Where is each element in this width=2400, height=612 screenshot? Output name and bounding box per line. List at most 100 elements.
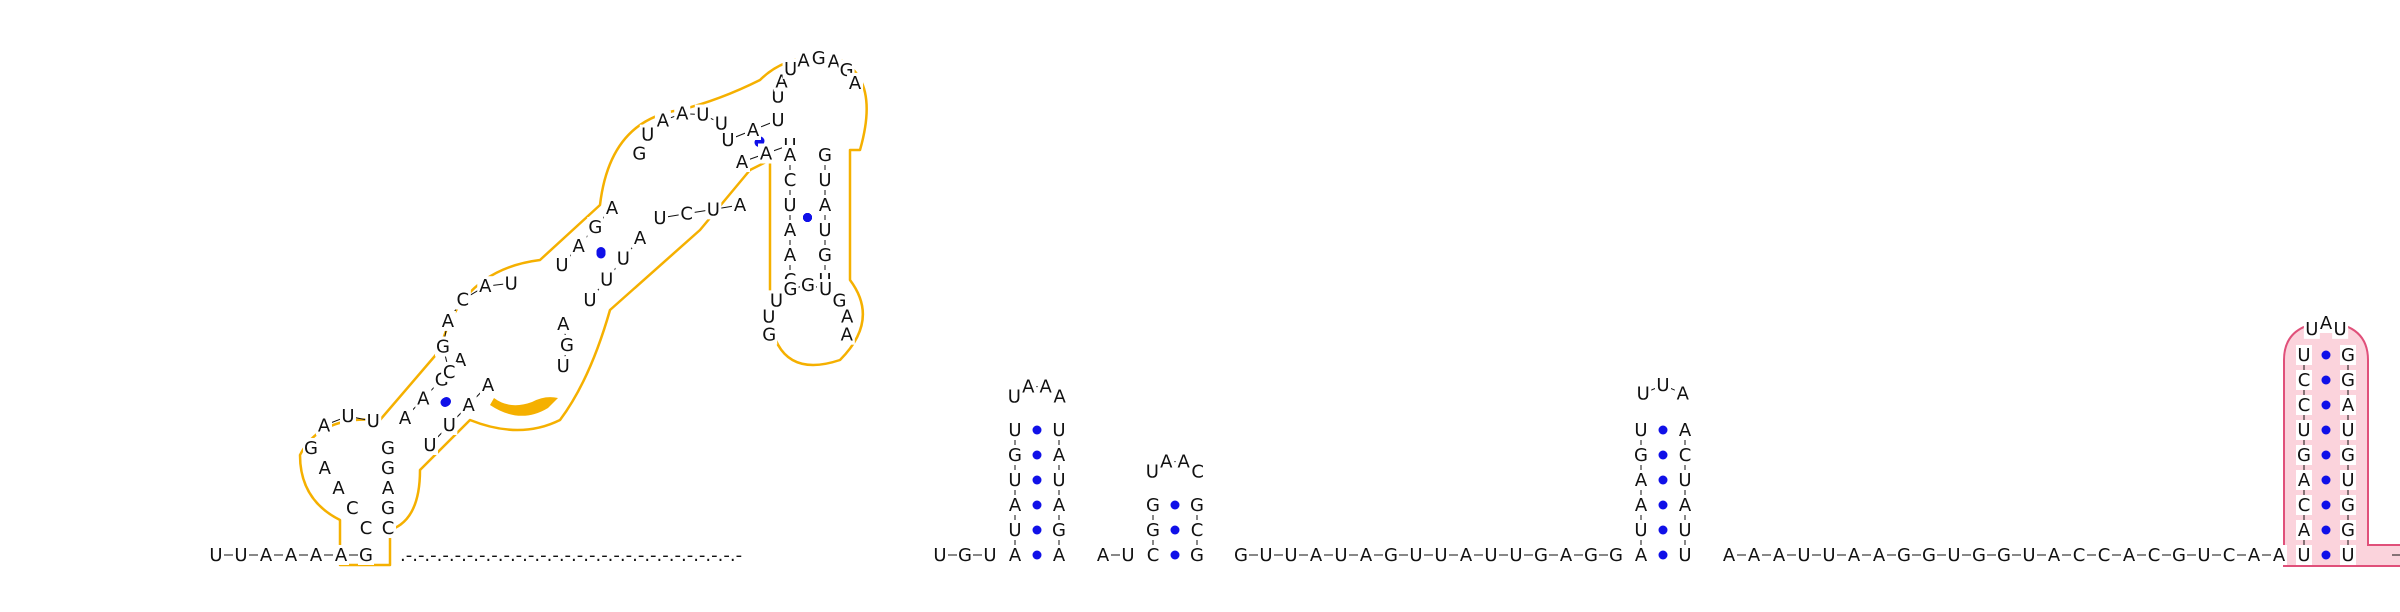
nucleotide-bg xyxy=(2121,545,2137,565)
hairpin-loop-nt-4: G xyxy=(812,48,826,69)
nucleotide-bg xyxy=(678,203,695,224)
hairpin-c-stem-left-nt-4: G xyxy=(1634,445,1648,466)
linker-nt-10: U xyxy=(1484,545,1497,566)
right-linker-nt-11: G xyxy=(1997,545,2011,566)
hairpin-b-stem-left-nt-1: G xyxy=(1146,520,1160,541)
stem2-3-nt-0: U xyxy=(423,435,436,456)
hairpin-a-stem-right-nt-5: A xyxy=(1053,545,1066,566)
pink-hairpin-stem-right-nt-2: A xyxy=(2342,395,2355,416)
pink-hairpin-stem-right-nt-0: G xyxy=(2341,345,2355,366)
nucleotide-bg xyxy=(817,279,834,300)
base-pair-dot xyxy=(803,213,812,222)
right-linker-nt-9: U xyxy=(1947,545,1960,566)
stem5-5-nt-3: A xyxy=(784,220,797,241)
hairpin-b-loop-nt-0: U xyxy=(1146,462,1159,483)
nucleotide-bg xyxy=(1655,375,1671,396)
nucleotide-bg xyxy=(2296,445,2312,465)
pink-hairpin-stem-left-nt-4: G xyxy=(2297,445,2311,466)
nucleotide-bg xyxy=(1145,520,1161,540)
linker-nt-14: G xyxy=(1584,545,1598,566)
nucleotide-bg xyxy=(559,335,575,355)
base-pair-dot xyxy=(1658,500,1668,510)
hairpin-loop-nt-5: A xyxy=(828,51,841,72)
nucleotide-bg xyxy=(1095,545,1111,565)
right-linker-nt-6: A xyxy=(1873,545,1886,566)
nucleotide-bg xyxy=(1608,545,1624,565)
stem1-3-nt-2: A xyxy=(382,478,395,499)
internal-5-nt-5: U xyxy=(505,273,518,294)
nucleotide-bg xyxy=(694,104,711,125)
pink-hairpin-stem-right-nt-1: G xyxy=(2341,370,2355,391)
right-linker-nt-0: A xyxy=(1723,545,1736,566)
internal-5-nt-1: G xyxy=(436,337,450,358)
hairpin-a-stem-left-nt-0: A xyxy=(1009,545,1022,566)
linker-nt-6: G xyxy=(1384,545,1398,566)
nucleotide-bg xyxy=(1846,545,1862,565)
pink-hairpin-stem-right-nt-7: G xyxy=(2341,520,2355,541)
nucleotide-bg xyxy=(333,545,349,565)
stem3-5-nt-3: A xyxy=(606,198,619,219)
right-linker-nt-12: U xyxy=(2022,545,2035,566)
stem3-3-nt-3: A xyxy=(634,228,647,249)
pink-hairpin-stem-left-nt-2: C xyxy=(2298,495,2311,516)
terminal-loop-nt-6: G xyxy=(833,290,847,311)
nucleotide-bg xyxy=(2296,470,2312,490)
base-pair-dot xyxy=(1658,450,1668,460)
left-tail-nt-1: U xyxy=(234,545,247,566)
hairpin-a-stem-right-nt-2: U xyxy=(1052,470,1065,491)
nucleotide-bg xyxy=(233,545,249,565)
stem2-3-nt-3: A xyxy=(482,375,495,396)
hairpin-a-stem-right-nt-1: A xyxy=(1053,445,1066,466)
right-linker-nt-13: A xyxy=(2048,545,2061,566)
nucleotide-bg xyxy=(1583,545,1599,565)
triloop-3-nt-1: C xyxy=(680,204,693,225)
left-tail-nt-2: A xyxy=(260,545,273,566)
hairpin-b-loop-nt-1: A xyxy=(1160,452,1173,473)
nucleotide-bg xyxy=(330,478,347,498)
nucleotide-bg xyxy=(283,545,299,565)
nucleotide-bg xyxy=(838,324,855,345)
left-tail-nt-5: A xyxy=(335,545,348,566)
pink-hairpin-stem-left-nt-6: C xyxy=(2298,395,2311,416)
stem4-5-nt-0: U xyxy=(721,130,734,151)
nucleotide-bg xyxy=(810,48,827,69)
nucleotide-bg xyxy=(1796,545,1812,565)
triloop-3-nt-2: U xyxy=(707,199,720,220)
nucleotide-bg xyxy=(982,545,998,565)
nucleotide-bg xyxy=(422,435,438,455)
base-pair-dot xyxy=(2321,350,2331,360)
nucleotide-bg xyxy=(1458,545,1474,565)
base-pair-dot xyxy=(596,249,606,259)
nucleotide-bg xyxy=(732,195,748,215)
nucleotide-bg xyxy=(1145,495,1161,515)
nucleotide-bg xyxy=(745,120,761,140)
nucleotide-bg xyxy=(570,236,587,256)
nucleotide-bg xyxy=(1508,545,1524,565)
left-tail-nt-0: U xyxy=(209,545,222,566)
hairpin-a-loop-nt-3: A xyxy=(1053,387,1066,408)
nucleotide-bg xyxy=(554,255,570,275)
terminal-loop-nt-3: G xyxy=(783,279,797,300)
hairpin-a-stem-right-nt-0: U xyxy=(1052,420,1065,441)
hairpin-c-stem-right-nt-4: U xyxy=(1678,520,1691,541)
nucleotide-bg xyxy=(555,356,572,377)
nucleotide-bg xyxy=(2296,370,2312,390)
nucleotide-bg xyxy=(2171,545,2187,565)
nucleotide-bg xyxy=(734,152,750,172)
stem5-5-nt-1: C xyxy=(784,170,797,191)
nucleotide-bg xyxy=(358,545,374,565)
internal-3-nt-1: G xyxy=(560,335,574,356)
base-pair-dot xyxy=(1170,525,1180,535)
nucleotide-bg xyxy=(460,395,477,415)
nucleotide-bg xyxy=(761,324,778,345)
left-tail-nt-4: A xyxy=(310,545,323,566)
stem4-5-nt-2: U xyxy=(771,110,784,131)
nucleotide-bg xyxy=(1721,545,1737,565)
stem2-3-nt-1: U xyxy=(443,415,456,436)
nucleotide-bg xyxy=(1007,470,1023,490)
stem1-5-nt-1: C xyxy=(346,498,359,519)
nucleotide-bg xyxy=(957,545,973,565)
left-tail-nt-3: A xyxy=(285,545,298,566)
nucleotide-bg xyxy=(2246,545,2262,565)
nucleotides: .-.-.-.-.-.-.-.-.-.-.-.-.-.-.-.-.-.-.-.-… xyxy=(208,48,2356,566)
